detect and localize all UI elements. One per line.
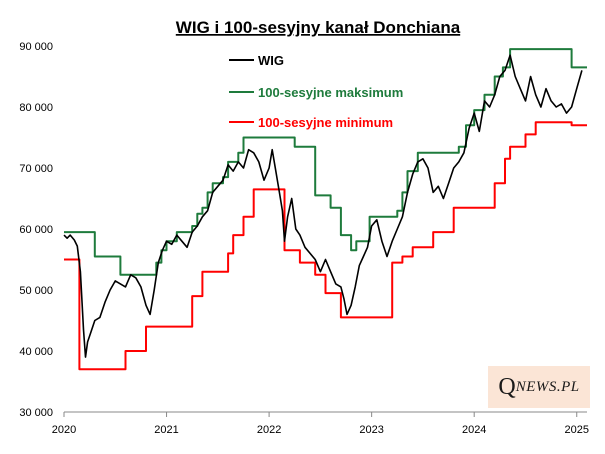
- x-tick-label: 2022: [257, 424, 281, 436]
- y-tick-label: 90 000: [19, 41, 53, 53]
- y-tick-label: 80 000: [19, 102, 53, 114]
- y-tick-label: 50 000: [19, 285, 53, 297]
- series-line-1: [64, 48, 587, 276]
- y-tick-label: 70 000: [19, 163, 53, 175]
- y-tick-label: 30 000: [19, 407, 53, 419]
- legend-label-1: 100-sesyjne maksimum: [258, 85, 403, 100]
- logo-rest: NEWS.PL: [515, 378, 580, 395]
- x-tick-label: 2021: [154, 424, 178, 436]
- chart-title: WIG i 100-sesyjny kanał Donchiana: [176, 18, 461, 37]
- y-axis-ticks: 30 000 40 000 50 000 60 000 70 000 80 000 90 0…: [19, 41, 53, 419]
- x-tick-label: 2020: [52, 424, 76, 436]
- legend-label-2: 100-sesyjne minimum: [258, 115, 393, 130]
- x-tick-label: 2024: [462, 424, 486, 436]
- x-axis-ticks: 2020 2021 2022 2023 2024 2025: [52, 412, 589, 436]
- series-group: [63, 48, 587, 371]
- logo-first-letter: Q: [498, 373, 516, 400]
- qnews-logo: Q NEWS.PL: [488, 366, 590, 408]
- x-tick-label: 2023: [359, 424, 383, 436]
- legend: WIG 100-sesyjne maksimum 100-sesyjne minim…: [229, 53, 403, 130]
- y-tick-label: 40 000: [19, 346, 53, 358]
- legend-label-0: WIG: [258, 53, 284, 68]
- series-line-2: [64, 121, 587, 371]
- y-tick-label: 60 000: [19, 224, 53, 236]
- x-tick-label: 2025: [565, 424, 589, 436]
- series-line-0: [63, 54, 583, 358]
